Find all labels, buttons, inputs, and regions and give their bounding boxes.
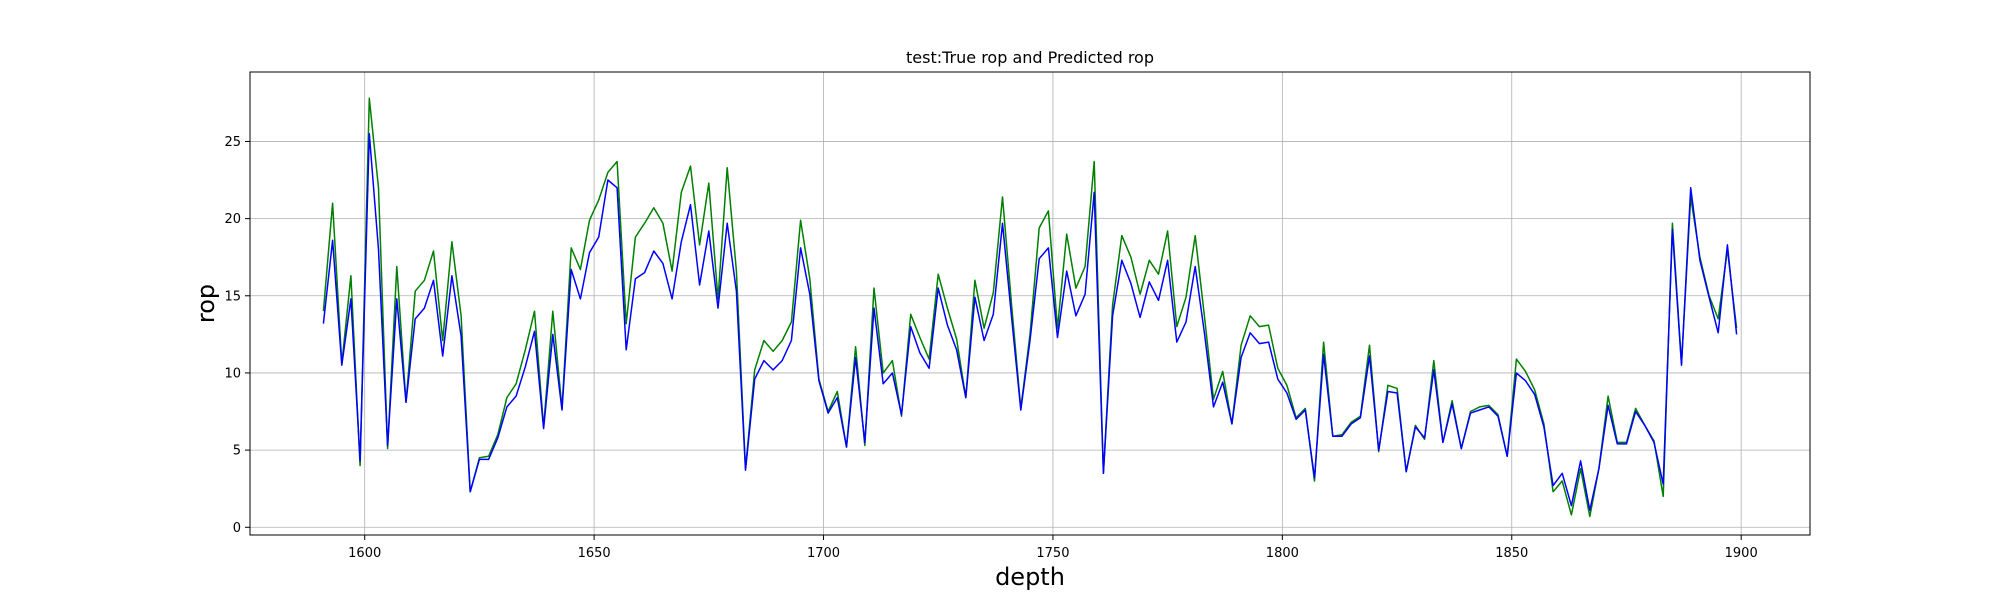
x-tick-label: 1750 [1036, 546, 1069, 561]
x-tick-label: 1850 [1495, 546, 1528, 561]
plot-frame [249, 71, 1811, 536]
x-tick-label: 1700 [807, 546, 840, 561]
x-tick-label: 1650 [578, 546, 611, 561]
x-axis-label: depth [995, 563, 1065, 591]
y-tick-label: 20 [224, 212, 241, 227]
x-tick-label: 1600 [348, 546, 381, 561]
x-tick-label: 1800 [1266, 546, 1299, 561]
axis-ticks: 1600 1650 1700 1750 1800 1850 1900 0 5 10 15 20 25 [224, 135, 1757, 561]
y-axis-label: rop [192, 284, 220, 323]
y-tick-label: 10 [224, 366, 241, 381]
series-line-2 [322, 132, 1738, 512]
chart-title: test:True rop and Predicted rop [906, 48, 1154, 67]
y-tick-label: 15 [224, 289, 241, 304]
y-tick-label: 5 [233, 444, 241, 459]
grid-lines [250, 72, 1810, 535]
x-tick-label: 1900 [1725, 546, 1758, 561]
series-group [322, 97, 1738, 518]
y-tick-label: 25 [224, 135, 241, 150]
y-tick-label: 0 [233, 521, 241, 536]
